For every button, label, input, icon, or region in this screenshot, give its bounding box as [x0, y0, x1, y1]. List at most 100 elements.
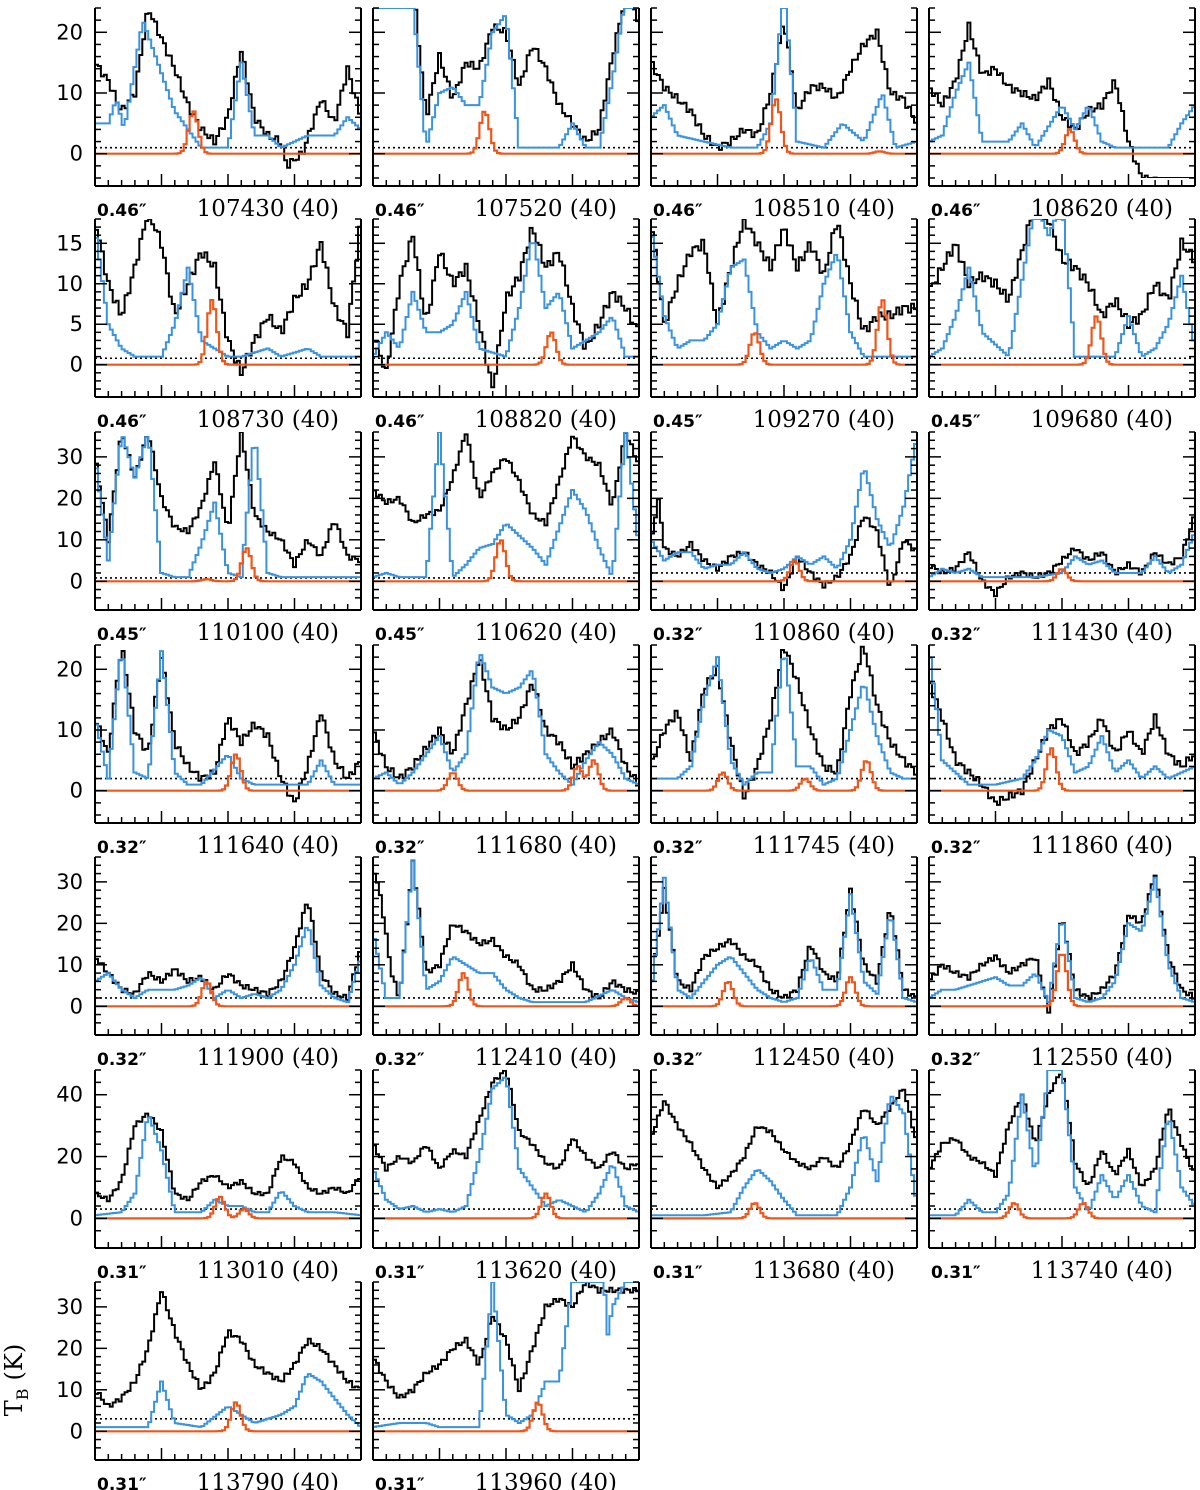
spectrum-traces — [651, 876, 917, 1008]
beam-size-label: 0.32″ — [653, 838, 703, 858]
species-model-line — [373, 759, 639, 792]
total-model-line — [95, 436, 361, 579]
observed-spectrum-line — [373, 859, 639, 1000]
spectrum-traces — [651, 219, 917, 366]
species-model-line — [373, 1401, 639, 1433]
spectrum-traces — [929, 219, 1195, 366]
spectrum-traces — [373, 859, 639, 1008]
y-tick-label: 5 — [70, 312, 83, 336]
spectrum-panel-110100: 0 10 20 30 0.45″ 110100 (40) — [56, 431, 362, 646]
spectrum-panel-108820: 0.46″ 108820 (40) — [372, 218, 640, 433]
beam-size-label: 0.31″ — [375, 1263, 425, 1283]
y-tick-label: 0 — [70, 1419, 83, 1443]
spectrum-panel-112550: 0.32″ 112550 (40) — [928, 856, 1196, 1071]
spectrum-traces — [929, 21, 1195, 178]
beam-size-label: 0.32″ — [653, 1050, 703, 1070]
spectrum-panel-107520: 0.46″ 107520 (40) — [372, 7, 640, 222]
beam-size-label: 0.32″ — [97, 1050, 147, 1070]
y-tick-label: 20 — [56, 1336, 83, 1360]
total-model-line — [95, 650, 361, 786]
y-tick-label: 20 — [56, 486, 83, 510]
spectrum-panel-111680: 0.32″ 111680 (40) — [372, 644, 640, 859]
beam-size-label: 0.31″ — [375, 1475, 425, 1490]
spectrum-traces — [95, 903, 361, 1008]
species-model-line — [95, 753, 361, 792]
beam-size-label: 0.31″ — [653, 1263, 703, 1283]
beam-size-label: 0.32″ — [931, 838, 981, 858]
beam-size-label: 0.32″ — [931, 625, 981, 645]
total-model-line — [95, 926, 361, 1004]
species-model-line — [651, 559, 917, 583]
species-model-line — [373, 331, 639, 366]
species-model-line — [373, 1192, 639, 1220]
species-model-line — [95, 110, 361, 155]
frequency-label: 112410 (40) — [475, 1045, 617, 1071]
spectrum-traces — [95, 219, 361, 376]
spectrum-panel-113740: 0.31″ 113740 (40) — [928, 1069, 1196, 1284]
observed-spectrum-line — [373, 1282, 639, 1399]
frequency-label: 107430 (40) — [197, 196, 339, 222]
y-tick-label: 20 — [56, 20, 83, 44]
spectrum-panel-112450: 0.32″ 112450 (40) — [650, 856, 918, 1071]
observed-spectrum-line — [929, 1073, 1195, 1187]
species-model-line — [651, 760, 917, 792]
spectrum-traces — [929, 874, 1195, 1014]
beam-size-label: 0.46″ — [97, 201, 147, 221]
frequency-label: 113620 (40) — [475, 1258, 617, 1284]
frequency-label: 113680 (40) — [753, 1258, 895, 1284]
species-model-line — [95, 1195, 361, 1220]
frequency-label: 110100 (40) — [197, 620, 339, 646]
spectrum-panel-113010: 0 20 40 0.31″ 113010 (40) — [56, 1069, 362, 1284]
species-model-line — [929, 315, 1195, 366]
frequency-label: 109680 (40) — [1031, 407, 1173, 433]
observed-spectrum-line — [929, 21, 1195, 178]
frequency-label: 113740 (40) — [1031, 1258, 1173, 1284]
species-model-line — [373, 539, 639, 583]
total-model-line — [651, 8, 917, 149]
y-tick-label: 0 — [70, 1206, 83, 1230]
observed-spectrum-line — [95, 219, 361, 376]
spectrum-traces — [373, 1282, 639, 1433]
spectrum-panel-111640: 0 10 20 0.32″ 111640 (40) — [56, 644, 362, 859]
beam-size-label: 0.31″ — [97, 1475, 147, 1490]
total-model-line — [651, 236, 917, 358]
species-model-line — [95, 547, 361, 583]
frequency-label: 110620 (40) — [475, 620, 617, 646]
beam-size-label: 0.32″ — [97, 838, 147, 858]
beam-size-label: 0.45″ — [97, 625, 147, 645]
observed-spectrum-line — [929, 219, 1195, 329]
frequency-label: 112550 (40) — [1031, 1045, 1173, 1071]
spectrum-traces — [95, 12, 361, 169]
spectrum-panel-107430: 0 10 20 0.46″ 107430 (40) — [56, 7, 362, 222]
total-model-line — [929, 534, 1195, 579]
species-model-line — [95, 299, 361, 366]
spectrum-traces — [373, 8, 639, 155]
frequency-label: 113960 (40) — [475, 1470, 617, 1490]
species-model-line — [929, 128, 1195, 155]
spectrum-panel-111745: 0.32″ 111745 (40) — [650, 644, 918, 859]
beam-size-label: 0.46″ — [653, 201, 703, 221]
spectrum-panel-110620: 0.45″ 110620 (40) — [372, 431, 640, 646]
total-model-line — [651, 1095, 917, 1217]
frequency-label: 112450 (40) — [753, 1045, 895, 1071]
y-tick-label: 0 — [70, 779, 83, 803]
frequency-label: 111640 (40) — [197, 833, 339, 859]
frequency-label: 111745 (40) — [753, 833, 895, 859]
total-model-line — [929, 876, 1195, 1004]
observed-spectrum-line — [95, 12, 361, 169]
beam-size-label: 0.46″ — [375, 412, 425, 432]
spectrum-panel-113790: 0 10 20 30 0.31″ 113790 (40) — [56, 1281, 362, 1490]
y-tick-label: 10 — [56, 1378, 83, 1402]
beam-size-label: 0.32″ — [375, 838, 425, 858]
species-model-line — [651, 976, 917, 1008]
spectrum-panel-109680: 0.45″ 109680 (40) — [928, 218, 1196, 433]
spectrum-traces — [95, 1112, 361, 1220]
spectrum-traces — [929, 656, 1195, 806]
spectrum-traces — [373, 432, 639, 583]
y-tick-label: 0 — [70, 994, 83, 1018]
total-model-line — [95, 1116, 361, 1217]
frequency-label: 108620 (40) — [1031, 196, 1173, 222]
spectrum-panel-108510: 0.46″ 108510 (40) — [650, 7, 918, 222]
y-tick-label: 15 — [56, 231, 83, 255]
observed-spectrum-line — [373, 8, 639, 142]
